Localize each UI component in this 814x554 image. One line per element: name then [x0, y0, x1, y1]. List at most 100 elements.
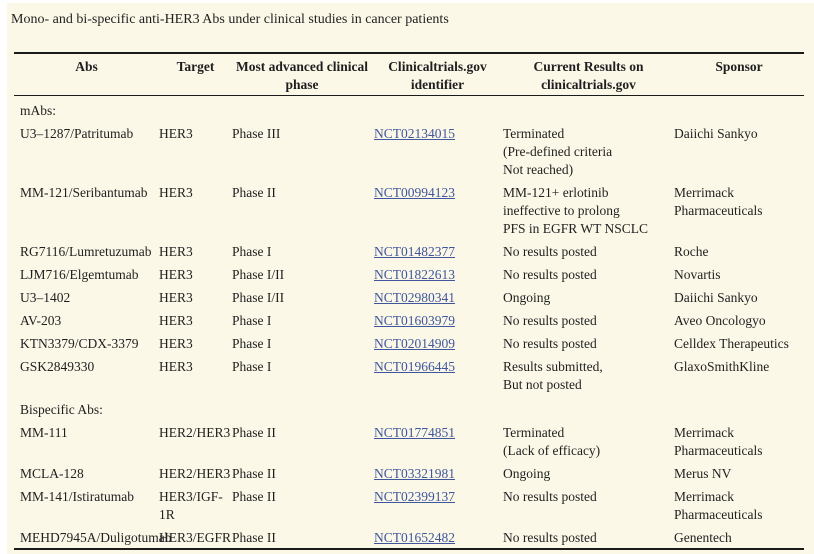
cell-sponsor-text: Novartis	[674, 267, 721, 282]
cell-results-text: Terminated	[503, 425, 565, 440]
header-line: clinicaltrials.gov	[541, 77, 636, 92]
nct-link[interactable]: NCT01603979	[374, 313, 455, 328]
cell-nct: NCT02980341	[372, 285, 503, 308]
cell-abs: LJM716/Elgemtumab	[14, 262, 159, 285]
table-row: GSK2849330 HER3 Phase I NCT01966445 Results …	[14, 354, 804, 395]
nct-link[interactable]: NCT02980341	[374, 290, 455, 305]
cell-sponsor-text: Pharmaceuticals	[674, 443, 763, 458]
cell-sponsor: Merrimack Pharmaceuticals	[674, 484, 804, 525]
nct-link[interactable]: NCT03321981	[374, 466, 455, 481]
cell-target-text: HER3/IGF-	[159, 489, 223, 504]
cell-abs-text: LJM716/Elgemtumab	[20, 267, 139, 282]
cell-results-text: ineffective to prolong	[503, 203, 620, 218]
cell-abs-text: MM-121/Seribantumab	[20, 185, 148, 200]
cell-sponsor-text: Merrimack	[674, 489, 734, 504]
cell-results-text: (Pre-defined criteria	[503, 144, 613, 159]
cell-target: HER2/HER3	[159, 461, 232, 484]
cell-phase-text: Phase III	[232, 126, 281, 141]
cell-sponsor: Daiichi Sankyo	[674, 121, 804, 180]
table-row: MCLA-128 HER2/HER3 Phase II NCT03321981 Ongo…	[14, 461, 804, 484]
cell-results: Terminated (Pre-defined criteria Not reach…	[503, 121, 674, 180]
nct-link[interactable]: NCT02399137	[374, 489, 455, 504]
cell-phase-text: Phase II	[232, 185, 276, 200]
cell-phase-text: Phase II	[232, 489, 276, 504]
cell-results-text: No results posted	[503, 313, 597, 328]
header-target: Target	[159, 53, 232, 96]
cell-phase: Phase I	[232, 239, 372, 262]
cell-results-text: No results posted	[503, 530, 597, 545]
cell-results: Ongoing	[503, 285, 674, 308]
cell-results-text: No results posted	[503, 244, 597, 259]
cell-phase-text: Phase I/II	[232, 290, 285, 305]
header-results: Current Results on clinicaltrials.gov	[503, 53, 674, 96]
cell-sponsor: Merrimack Pharmaceuticals	[674, 180, 804, 239]
cell-target: HER3	[159, 239, 232, 262]
cell-abs: MM-141/Istiratumab	[14, 484, 159, 525]
cell-target-text: HER3	[159, 290, 193, 305]
cell-results-text: (Lack of efficacy)	[503, 443, 601, 458]
cell-abs: MCLA-128	[14, 461, 159, 484]
cell-phase: Phase I/II	[232, 285, 372, 308]
clinical-trials-table: Abs Target Most advanced clinical phase …	[14, 52, 804, 550]
section-row: mAbs:	[14, 96, 804, 122]
cell-abs-text: RG7116/Lumretuzumab	[20, 244, 152, 259]
cell-phase: Phase III	[232, 121, 372, 180]
nct-link[interactable]: NCT00994123	[374, 185, 455, 200]
table-header: Abs Target Most advanced clinical phase …	[14, 53, 804, 96]
cell-results: MM-121+ erlotinib ineffective to prolong P…	[503, 180, 674, 239]
cell-abs-text: MM-141/Istiratumab	[20, 489, 134, 504]
cell-target-text: HER3	[159, 267, 193, 282]
cell-results-text: Terminated	[503, 126, 565, 141]
header-line: Sponsor	[715, 59, 763, 74]
section-row: Bispecific Abs:	[14, 395, 804, 420]
nct-link[interactable]: NCT01482377	[374, 244, 455, 259]
cell-results: No results posted	[503, 239, 674, 262]
cell-sponsor: Aveo Oncologyo	[674, 308, 804, 331]
cell-abs-text: MEHD7945A/Duligotumab	[20, 530, 172, 545]
cell-sponsor: Roche	[674, 239, 804, 262]
cell-abs: GSK2849330	[14, 354, 159, 395]
page-title: Mono- and bi-specific anti-HER3 Abs unde…	[11, 12, 449, 27]
cell-results-text: MM-121+ erlotinib	[503, 185, 609, 200]
cell-nct: NCT01966445	[372, 354, 503, 395]
cell-results-text: No results posted	[503, 267, 597, 282]
header-line: Target	[176, 59, 215, 74]
cell-results-text: Results submitted,	[503, 359, 603, 374]
cell-phase-text: Phase I	[232, 336, 272, 351]
nct-link[interactable]: NCT01822613	[374, 267, 455, 282]
nct-link[interactable]: NCT01774851	[374, 425, 455, 440]
table-body: mAbs: U3–1287/Patritumab HER3 Phase III NCT0…	[14, 96, 804, 550]
cell-target-text: HER3/EGFR	[159, 530, 232, 545]
cell-phase-text: Phase I/II	[232, 267, 285, 282]
cell-target-text: 1R	[159, 507, 175, 522]
cell-abs-text: AV-203	[20, 313, 62, 328]
cell-sponsor-text: Daiichi Sankyo	[674, 290, 758, 305]
nct-link[interactable]: NCT02134015	[374, 126, 455, 141]
cell-results: No results posted	[503, 331, 674, 354]
table-row: MM-121/Seribantumab HER3 Phase II NCT009941…	[14, 180, 804, 239]
cell-target: HER3/EGFR	[159, 525, 232, 549]
table-row: AV-203 HER3 Phase I NCT01603979 No results p…	[14, 308, 804, 331]
header-row: Abs Target Most advanced clinical phase …	[14, 53, 804, 96]
cell-sponsor-text: Roche	[674, 244, 709, 259]
cell-target: HER3	[159, 285, 232, 308]
nct-link[interactable]: NCT01966445	[374, 359, 455, 374]
cell-phase: Phase II	[232, 461, 372, 484]
cell-results: Terminated (Lack of efficacy)	[503, 420, 674, 461]
cell-sponsor: Merrimack Pharmaceuticals	[674, 420, 804, 461]
table-row: KTN3379/CDX-3379 HER3 Phase I NCT02014909 No…	[14, 331, 804, 354]
cell-nct: NCT03321981	[372, 461, 503, 484]
cell-target: HER2/HER3	[159, 420, 232, 461]
cell-results: No results posted	[503, 262, 674, 285]
cell-target: HER3	[159, 180, 232, 239]
header-line: Clinicaltrials.gov	[388, 59, 487, 74]
cell-target-text: HER3	[159, 185, 193, 200]
nct-link[interactable]: NCT02014909	[374, 336, 455, 351]
cell-phase: Phase II	[232, 484, 372, 525]
header-phase: Most advanced clinical phase	[232, 53, 372, 96]
cell-results: No results posted	[503, 484, 674, 525]
cell-nct: NCT01482377	[372, 239, 503, 262]
cell-target: HER3	[159, 262, 232, 285]
cell-sponsor: GlaxoSmithKline	[674, 354, 804, 395]
nct-link[interactable]: NCT01652482	[374, 530, 455, 545]
